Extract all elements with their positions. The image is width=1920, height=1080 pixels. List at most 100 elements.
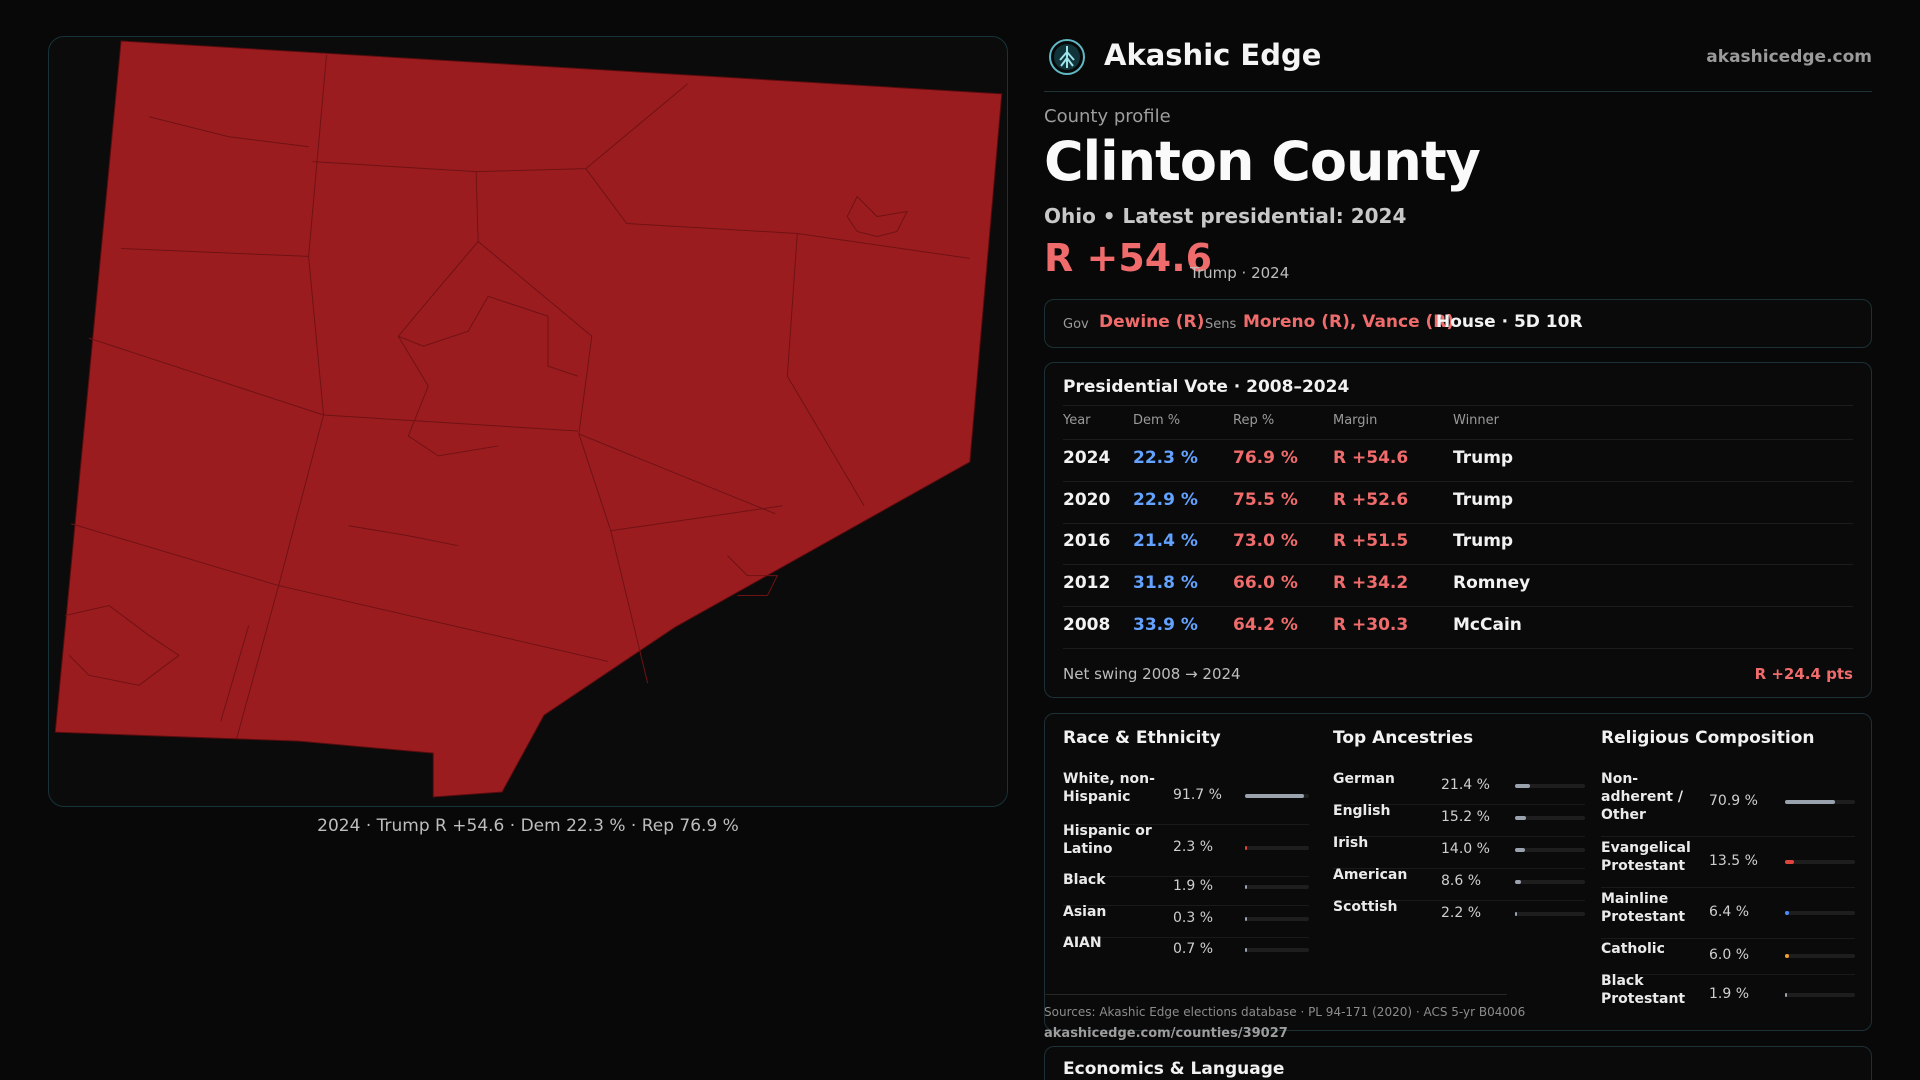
race-row-pct: 0.7 % [1173, 941, 1214, 957]
pres-cell-dem: 22.9 % [1133, 490, 1198, 510]
race-row-label: Hispanic or Latino [1063, 823, 1152, 857]
ancestry-bar-track [1515, 816, 1585, 820]
ancestry-bar-track [1515, 912, 1585, 916]
race-row-pct: 0.3 % [1173, 910, 1214, 926]
divider [1333, 868, 1585, 869]
pres-cell-dem: 33.9 % [1133, 615, 1198, 635]
top-bar: Akashic Edge akashicedge.com [1044, 36, 1872, 92]
race-bar-track [1245, 917, 1309, 921]
pres-cell-dem: 31.8 % [1133, 573, 1198, 593]
county-map[interactable] [48, 36, 1008, 807]
township-boundaries [65, 54, 970, 739]
col-dem: Dem % [1133, 413, 1181, 428]
ancestry-row-label: English [1333, 803, 1391, 819]
pres-cell-rep: 75.5 % [1233, 490, 1298, 510]
religion-row-label: Non-adherent / Other [1601, 771, 1683, 823]
ancestry-row-pct: 15.2 % [1441, 809, 1490, 825]
sens-value: Moreno (R), Vance (R) [1243, 312, 1455, 332]
gov-label: Gov [1063, 317, 1089, 332]
ancestry-title: Top Ancestries [1333, 728, 1474, 748]
site-link[interactable]: akashicedge.com [1706, 47, 1872, 67]
pres-cell-winner: Trump [1453, 490, 1514, 510]
pres-cell-year: 2012 [1063, 573, 1111, 593]
county-outline[interactable] [54, 40, 1003, 798]
pres-cell-winner: Trump [1453, 448, 1514, 468]
pres-cell-winner: Romney [1453, 573, 1531, 593]
sens-label: Sens [1205, 317, 1237, 332]
net-swing-value: R +24.4 pts [1754, 665, 1853, 683]
officeholders-card: Gov Dewine (R) Sens Moreno (R), Vance (R… [1044, 299, 1872, 348]
ancestry-bar-track [1515, 880, 1585, 884]
divider [1601, 887, 1855, 888]
pres-cell-margin: R +51.5 [1333, 531, 1409, 551]
race-bar-track [1245, 846, 1309, 850]
pres-cell-year: 2024 [1063, 448, 1111, 468]
presidential-vote-card: Presidential Vote · 2008–2024 Year Dem %… [1044, 362, 1872, 698]
divider [1063, 937, 1309, 938]
county-map-svg [54, 40, 1003, 798]
pres-cell-year: 2016 [1063, 531, 1111, 551]
race-bar-track [1245, 885, 1309, 889]
divider [1063, 481, 1853, 482]
divider [1063, 564, 1853, 565]
race-row-pct: 1.9 % [1173, 878, 1214, 894]
race-bar-fill [1245, 794, 1304, 798]
religion-bar-fill [1785, 860, 1795, 864]
brand-name[interactable]: Akashic Edge [1104, 38, 1322, 72]
ancestry-row-pct: 2.2 % [1441, 905, 1482, 921]
house-value: House · 5D 10R [1436, 312, 1583, 332]
religion-bar-fill [1785, 993, 1787, 997]
ancestry-row-pct: 21.4 % [1441, 777, 1490, 793]
page-title: Clinton County [1044, 130, 1481, 193]
religion-row-label: Evangelical Protestant [1601, 840, 1691, 874]
latest-margin-note: Trump · 2024 [1190, 264, 1290, 282]
religion-row-pct: 70.9 % [1709, 793, 1758, 809]
profile-panel: Akashic Edge akashicedge.com County prof… [1044, 0, 1872, 1080]
divider [1601, 974, 1855, 975]
religion-row-pct: 6.4 % [1709, 904, 1750, 920]
religion-bar-track [1785, 993, 1855, 997]
religion-bar-track [1785, 954, 1855, 958]
economics-card: Economics & Language [1044, 1046, 1872, 1080]
race-row-label: White, non-Hispanic [1063, 771, 1155, 805]
pres-cell-margin: R +34.2 [1333, 573, 1409, 593]
county-shape[interactable] [54, 40, 1003, 798]
divider [1063, 606, 1853, 607]
pres-cell-year: 2020 [1063, 490, 1111, 510]
latest-margin: R +54.6 [1044, 236, 1213, 280]
pres-cell-winner: Trump [1453, 531, 1514, 551]
economics-title: Economics & Language [1063, 1059, 1285, 1079]
pres-cell-rep: 76.9 % [1233, 448, 1298, 468]
map-caption: 2024 · Trump R +54.6 · Dem 22.3 % · Rep … [317, 816, 739, 836]
race-row-pct: 2.3 % [1173, 839, 1214, 855]
sources-url[interactable]: akashicedge.com/counties/39027 [1044, 1026, 1288, 1041]
divider [1063, 824, 1309, 825]
pres-cell-dem: 21.4 % [1133, 531, 1198, 551]
pres-cell-dem: 22.3 % [1133, 448, 1198, 468]
religion-bar-fill [1785, 954, 1790, 958]
religion-bar-track [1785, 860, 1855, 864]
ancestry-bar-fill [1515, 848, 1525, 852]
pres-cell-rep: 73.0 % [1233, 531, 1298, 551]
pres-cell-margin: R +54.6 [1333, 448, 1409, 468]
race-bar-track [1245, 948, 1309, 952]
religion-row-label: Catholic [1601, 941, 1665, 957]
col-rep: Rep % [1233, 413, 1275, 428]
net-swing-label: Net swing 2008 → 2024 [1063, 665, 1241, 683]
ancestry-row-label: Scottish [1333, 899, 1398, 915]
religion-bar-fill [1785, 911, 1790, 915]
divider [1063, 876, 1309, 877]
eyebrow-label: County profile [1044, 106, 1171, 127]
religion-bar-track [1785, 911, 1855, 915]
ancestry-row-pct: 8.6 % [1441, 873, 1482, 889]
gov-value: Dewine (R) [1099, 312, 1205, 332]
race-bar-fill [1245, 917, 1247, 921]
race-row-label: Black [1063, 872, 1106, 888]
ancestry-bar-fill [1515, 816, 1526, 820]
ancestry-row-label: Irish [1333, 835, 1369, 851]
divider [1333, 900, 1585, 901]
ancestry-bar-fill [1515, 912, 1517, 916]
ancestry-row-label: German [1333, 771, 1395, 787]
col-year: Year [1063, 413, 1091, 428]
tree-globe-icon[interactable] [1048, 38, 1086, 76]
